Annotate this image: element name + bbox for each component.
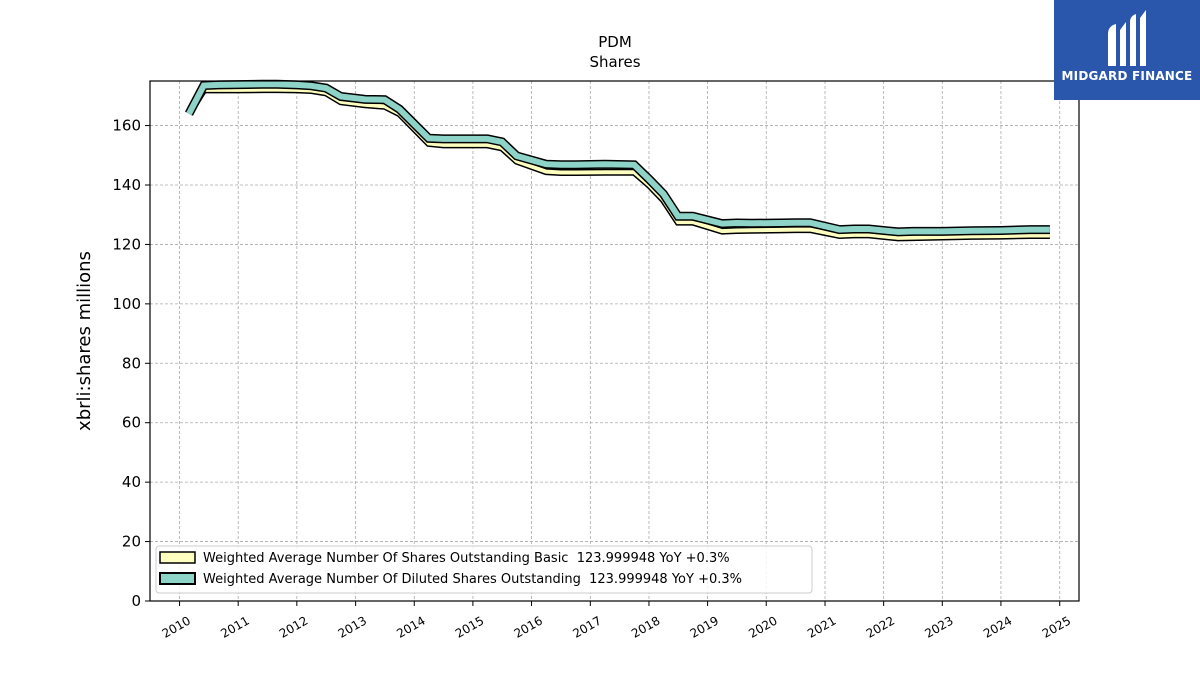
y-tick-label: 140: [112, 176, 141, 194]
series-line-0: [187, 87, 1050, 240]
x-tick-label: 2023: [922, 613, 955, 640]
x-tick-label: 2024: [981, 613, 1014, 640]
x-tick-label: 2013: [336, 613, 369, 640]
x-tick-label: 2012: [277, 613, 310, 640]
grid: [150, 81, 1079, 602]
legend-swatch-diluted: [159, 572, 196, 585]
y-tick-label: 20: [122, 533, 141, 551]
plot-frame: [149, 80, 1080, 602]
legend: Weighted Average Number Of Shares Outsta…: [155, 545, 813, 594]
x-tick-label: 2014: [394, 613, 427, 640]
brand-logo: MIDGARD FINANCE: [1054, 0, 1200, 100]
y-tick-label: 40: [122, 473, 141, 491]
x-tick-label: 2018: [629, 613, 662, 640]
x-tick-label: 2020: [746, 613, 779, 640]
y-tick-label: 120: [112, 235, 141, 253]
legend-label-diluted: Weighted Average Number Of Diluted Share…: [203, 572, 742, 587]
y-tick-label: 60: [122, 414, 141, 432]
legend-box: [155, 545, 813, 594]
brand-mark-icon: [1108, 10, 1146, 66]
x-tick-label: 2019: [688, 613, 721, 640]
x-tick-label: 2025: [1040, 613, 1073, 640]
y-axis: 0 20 40 60 80 100 120 140 160: [112, 117, 150, 610]
series-outline-1: [185, 79, 1050, 237]
legend-label-basic: Weighted Average Number Of Shares Outsta…: [203, 551, 730, 566]
y-tick-label: 100: [112, 295, 141, 313]
chart-subtitle: Shares: [589, 53, 640, 71]
x-tick-label: 2022: [864, 613, 897, 640]
y-tick-label: 160: [112, 117, 141, 135]
y-tick-label: 0: [131, 592, 141, 610]
series-layer: [185, 79, 1050, 242]
y-axis-label: xbrli:shares millions: [74, 251, 95, 431]
x-tick-label: 2016: [512, 613, 545, 640]
series-line-1: [186, 81, 1050, 235]
legend-swatch-basic: [159, 551, 196, 564]
x-tick-label: 2010: [160, 613, 193, 640]
y-tick-label: 80: [122, 354, 141, 372]
x-tick-label: 2021: [805, 613, 838, 640]
brand-name: MIDGARD FINANCE: [1061, 69, 1193, 83]
x-tick-label: 2017: [570, 613, 603, 640]
x-axis: 2010 2011 2012 2013 2014 2015 2016 2017 2018 2019…: [160, 601, 1073, 641]
x-tick-label: 2011: [218, 613, 251, 640]
x-tick-label: 2015: [453, 613, 486, 640]
chart-title: PDM: [598, 33, 632, 51]
